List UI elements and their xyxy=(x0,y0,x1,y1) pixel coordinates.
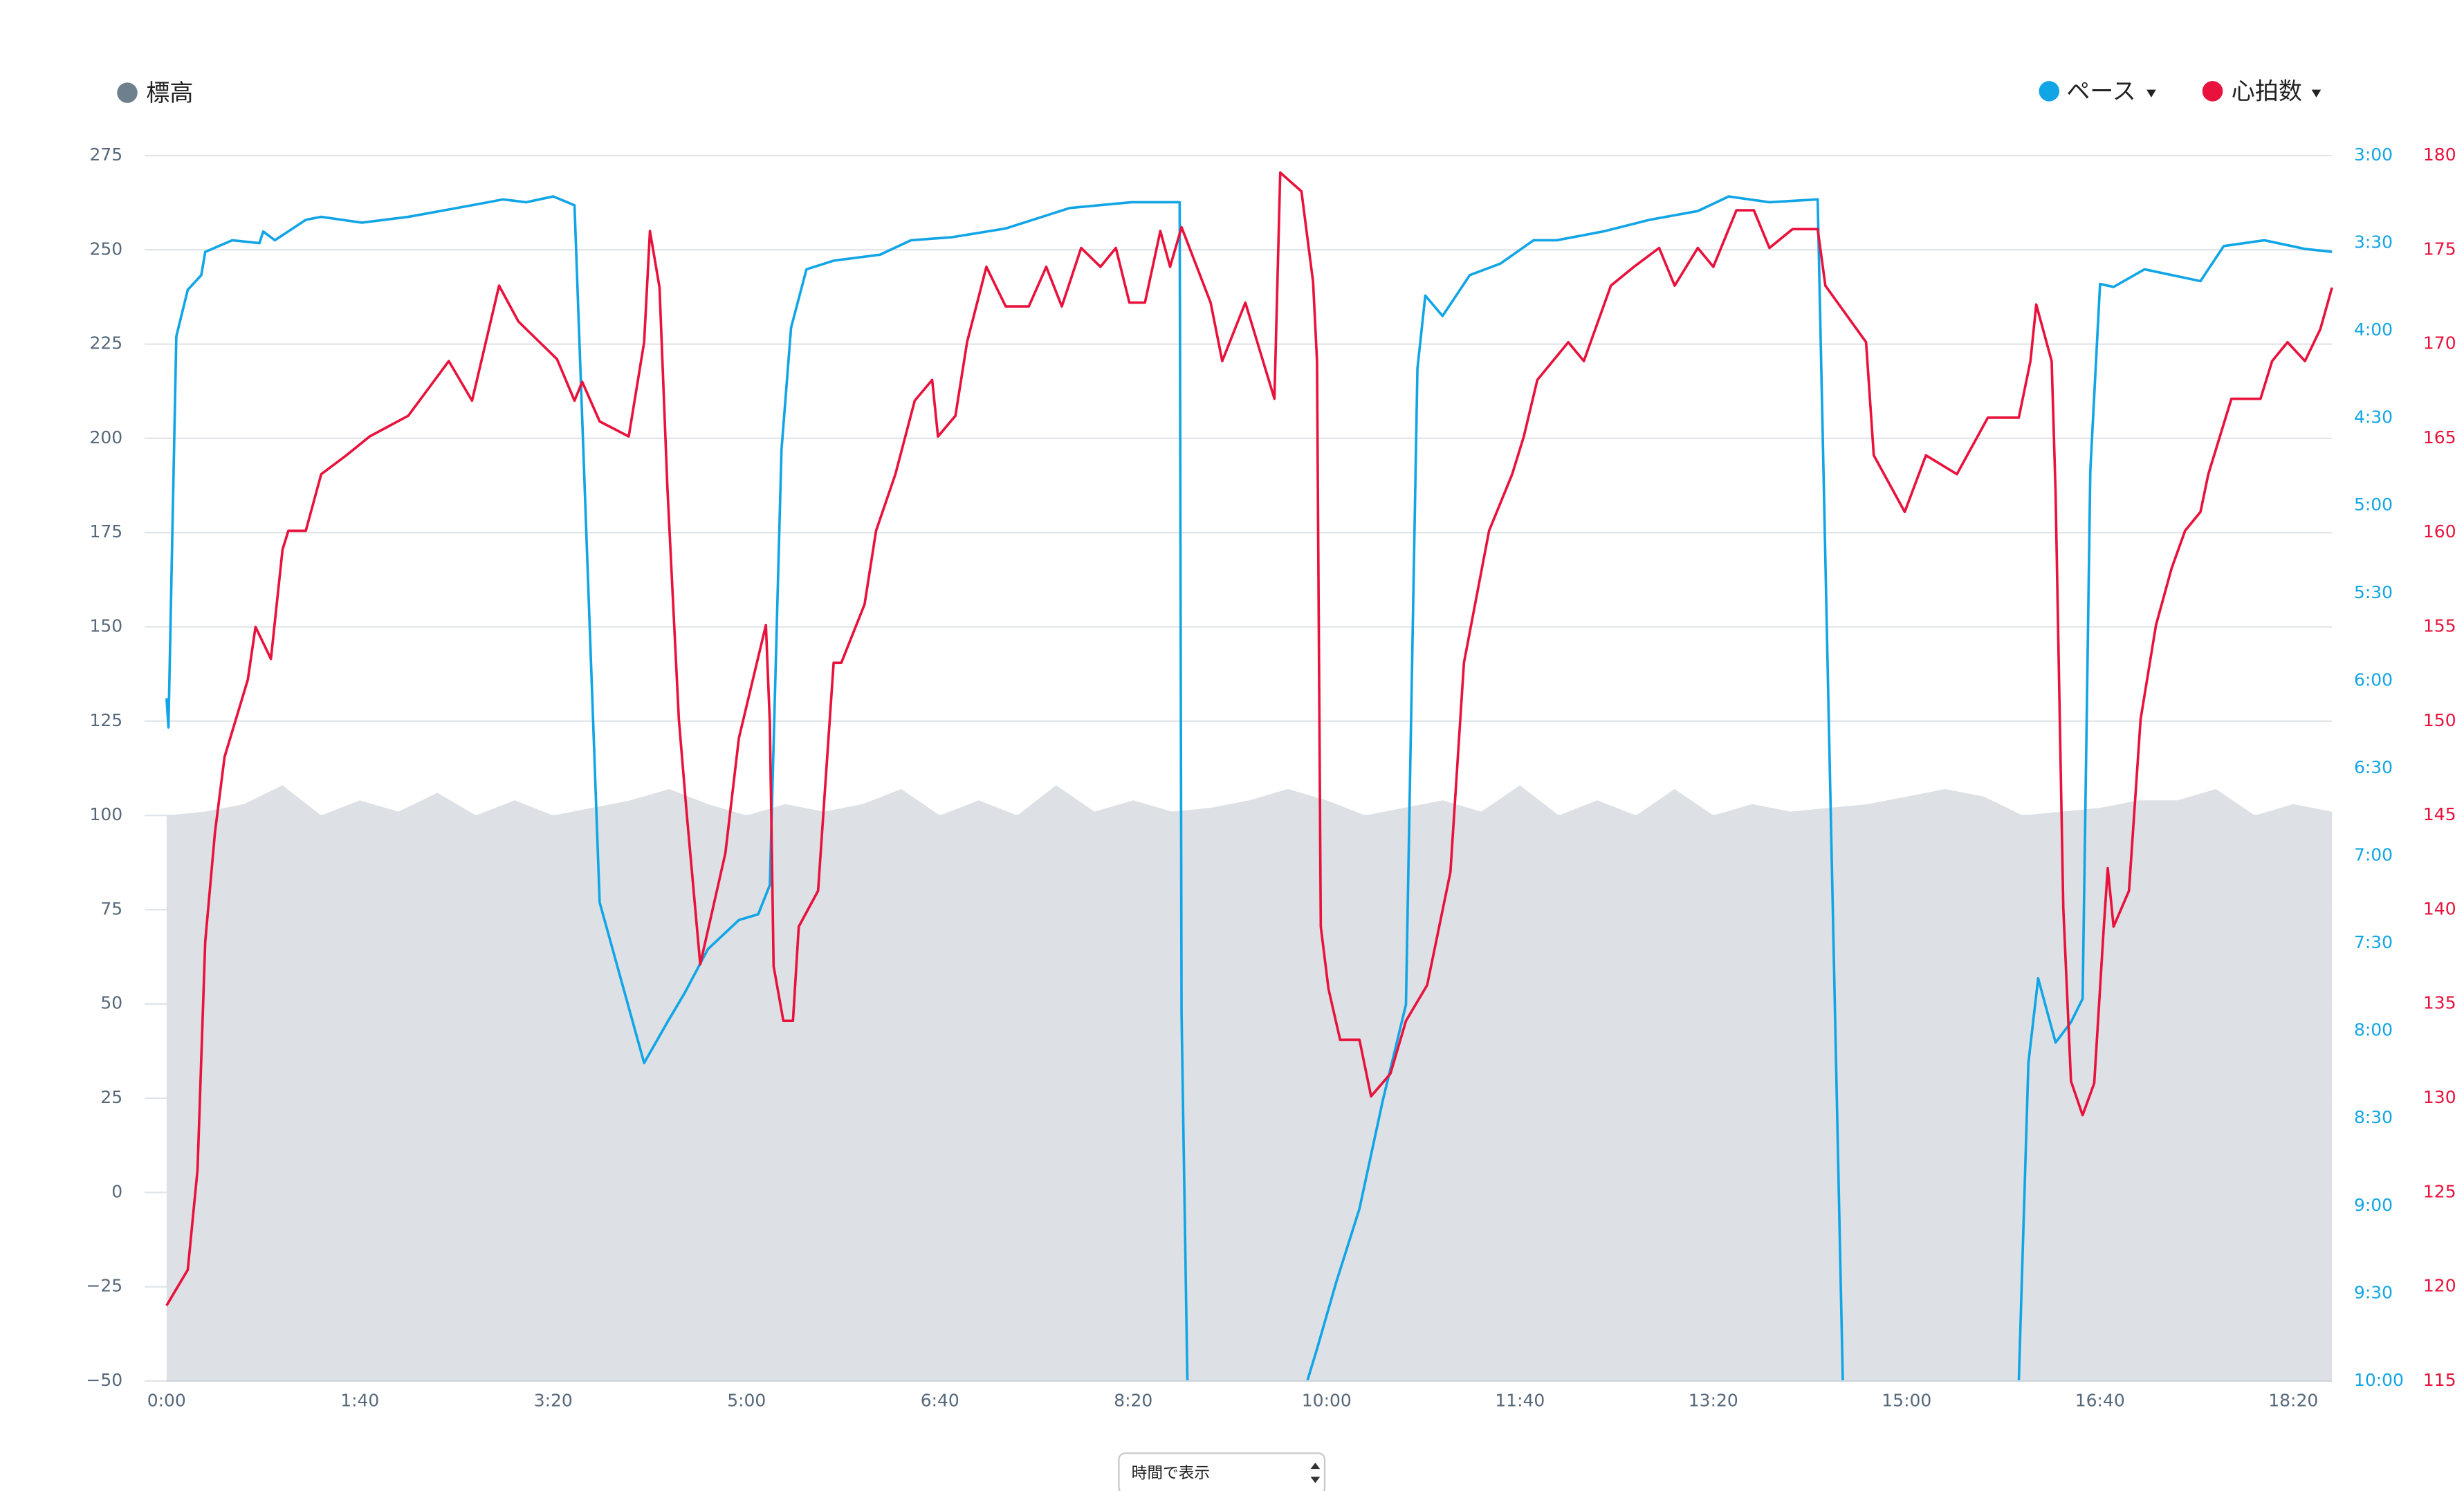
legend-heart-rate[interactable]: 心拍数 xyxy=(2202,78,2322,106)
y2-tick-label: 10:00 xyxy=(2354,1370,2404,1390)
legend-elevation[interactable]: 標高 xyxy=(117,80,193,107)
y2-tick-label: 8:30 xyxy=(2354,1107,2393,1127)
x-tick-label: 16:40 xyxy=(2075,1390,2125,1410)
elevation-area xyxy=(166,785,2333,1381)
y-tick-label: 125 xyxy=(90,710,123,730)
x-tick-label: 15:00 xyxy=(1882,1390,1931,1410)
y-tick-label: 150 xyxy=(90,615,123,636)
y-tick-label: 75 xyxy=(100,898,122,918)
y2-tick-label: 5:30 xyxy=(2354,582,2393,602)
y2-tick-label: 6:00 xyxy=(2354,669,2393,689)
x-tick-label: 11:40 xyxy=(1495,1390,1545,1410)
y2-tick-label: 4:30 xyxy=(2354,407,2393,427)
dropdown-arrow xyxy=(2311,89,2322,98)
y2-tick-label: 4:00 xyxy=(2354,320,2393,340)
x-tick-label: 13:20 xyxy=(1689,1390,1738,1410)
y3-tick-label: 160 xyxy=(2423,521,2456,541)
view-select[interactable]: 時間で表示 xyxy=(1118,1452,1326,1491)
x-tick-label: 5:00 xyxy=(727,1390,766,1410)
y-tick-label: −50 xyxy=(86,1370,122,1390)
y-tick-label: −25 xyxy=(86,1276,122,1296)
y2-tick-label: 3:30 xyxy=(2354,232,2393,252)
y3-tick-label: 140 xyxy=(2423,898,2456,918)
y3-tick-label: 170 xyxy=(2423,333,2456,353)
axes: −50 −25 0 25 50 75 100 125 150 175 200 225 250 275 3:0… xyxy=(86,145,2456,1410)
y3-tick-label: 115 xyxy=(2423,1370,2456,1390)
y-tick-label: 225 xyxy=(90,333,123,353)
series-line xyxy=(165,195,2333,1382)
y2-tick-label: 3:00 xyxy=(2354,145,2393,165)
x-tick-label: 1:40 xyxy=(340,1390,379,1410)
y-tick-label: 25 xyxy=(100,1087,122,1107)
y2-tick-label: 9:00 xyxy=(2354,1195,2393,1215)
y3-tick-label: 155 xyxy=(2423,615,2456,636)
x-tick-label: 0:00 xyxy=(147,1390,186,1410)
y3-tick-label: 125 xyxy=(2423,1181,2456,1201)
y3-tick-label: 130 xyxy=(2423,1087,2456,1107)
y-tick-label: 50 xyxy=(100,993,122,1013)
y2-tick-label: 6:30 xyxy=(2354,757,2393,777)
legend-label: ペース xyxy=(2066,78,2135,106)
y3-tick-label: 180 xyxy=(2423,145,2456,165)
legend-label: 心拍数 xyxy=(2232,78,2302,106)
y3-tick-label: 145 xyxy=(2423,804,2456,824)
y-tick-label: 250 xyxy=(90,239,123,259)
x-tick-label: 8:20 xyxy=(1114,1390,1152,1410)
x-tick-label: 18:20 xyxy=(2268,1390,2318,1410)
y-tick-label: 0 xyxy=(111,1181,122,1201)
series-line xyxy=(165,171,2333,1306)
y2-tick-label: 8:00 xyxy=(2354,1020,2393,1040)
y-tick-label: 175 xyxy=(90,521,123,541)
y2-tick-label: 7:00 xyxy=(2354,845,2393,865)
legend-dot xyxy=(2039,81,2060,102)
x-tick-label: 6:40 xyxy=(921,1390,959,1410)
y3-tick-label: 150 xyxy=(2423,710,2456,730)
y3-tick-label: 120 xyxy=(2423,1276,2456,1296)
legend-label: 標高 xyxy=(146,80,193,107)
dropdown-arrow xyxy=(2146,89,2156,98)
select-arrows xyxy=(1310,1463,1321,1483)
legend-pace[interactable]: ペース xyxy=(2039,78,2156,106)
y-tick-label: 100 xyxy=(90,804,123,824)
y2-tick-label: 9:30 xyxy=(2354,1282,2393,1302)
y-tick-label: 200 xyxy=(90,427,123,447)
select-box xyxy=(1118,1452,1326,1491)
x-tick-label: 3:20 xyxy=(534,1390,573,1410)
y2-tick-label: 5:00 xyxy=(2354,494,2393,515)
legend-dot xyxy=(2202,81,2223,102)
y3-tick-label: 175 xyxy=(2423,239,2456,259)
x-tick-label: 10:00 xyxy=(1302,1390,1352,1410)
y-tick-label: 275 xyxy=(90,145,123,165)
y3-tick-label: 165 xyxy=(2423,427,2456,447)
y3-tick-label: 135 xyxy=(2423,993,2456,1013)
legend-dot xyxy=(117,82,138,103)
series-layer xyxy=(165,171,2333,1382)
select-label: 時間で表示 xyxy=(1132,1464,1211,1482)
plot: −50 −25 0 25 50 75 100 125 150 175 200 225 250 275 3:0… xyxy=(86,145,2456,1410)
y2-tick-label: 7:30 xyxy=(2354,932,2393,952)
